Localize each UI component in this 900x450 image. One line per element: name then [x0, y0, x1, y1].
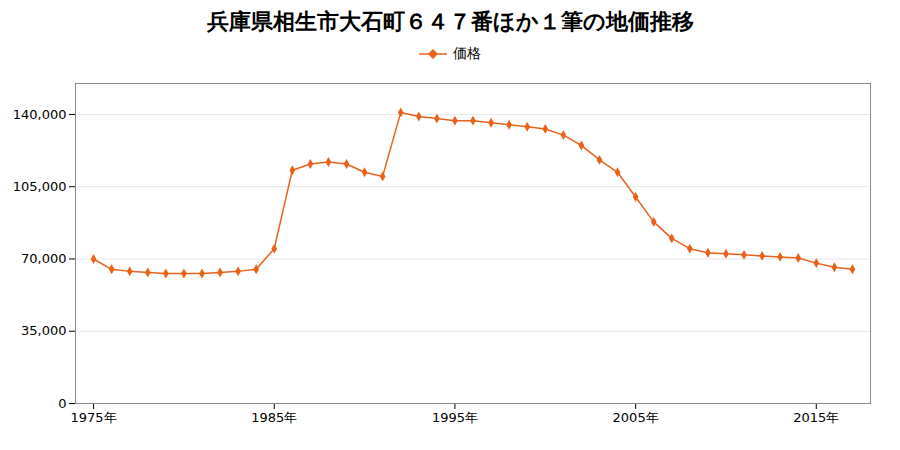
svg-text:70,000: 70,000 — [21, 251, 67, 266]
svg-text:2015年: 2015年 — [793, 410, 839, 425]
svg-text:105,000: 105,000 — [13, 179, 67, 194]
svg-text:35,000: 35,000 — [21, 323, 67, 338]
html-text:兵庫県相生市大石町６４７番ほか１筆の地価推移: 兵庫県相生市大石町６４７番ほか１筆の地価推移 — [206, 9, 694, 34]
svg-text:2005年: 2005年 — [613, 410, 659, 425]
html-text:価格: 価格 — [453, 45, 481, 61]
svg-text:1995年: 1995年 — [432, 410, 478, 425]
svg-text:0: 0 — [58, 396, 66, 411]
svg-text:140,000: 140,000 — [13, 107, 67, 122]
svg-text:1975年: 1975年 — [71, 410, 117, 425]
svg-text:1985年: 1985年 — [251, 410, 297, 425]
